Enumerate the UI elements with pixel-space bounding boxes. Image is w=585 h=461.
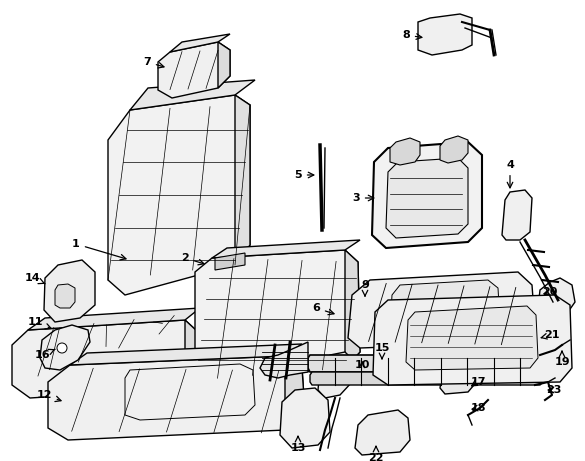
Text: 3: 3: [352, 193, 374, 203]
Polygon shape: [280, 388, 330, 448]
Polygon shape: [552, 344, 570, 362]
Polygon shape: [440, 368, 474, 394]
Polygon shape: [235, 95, 250, 265]
Text: 18: 18: [470, 403, 486, 413]
Polygon shape: [158, 42, 230, 98]
Polygon shape: [218, 42, 230, 88]
Text: 10: 10: [355, 360, 370, 370]
Polygon shape: [44, 260, 95, 322]
Polygon shape: [285, 356, 305, 430]
Polygon shape: [265, 296, 315, 310]
Polygon shape: [440, 136, 468, 163]
Text: 6: 6: [312, 303, 334, 315]
Polygon shape: [372, 142, 482, 248]
Polygon shape: [373, 295, 572, 385]
Polygon shape: [308, 355, 545, 372]
Polygon shape: [215, 253, 245, 270]
Polygon shape: [40, 325, 90, 370]
Polygon shape: [12, 320, 200, 398]
Text: 12: 12: [36, 390, 61, 402]
Text: 20: 20: [542, 287, 558, 297]
Text: 19: 19: [554, 351, 570, 367]
Polygon shape: [538, 278, 575, 315]
Polygon shape: [185, 320, 200, 388]
Text: 14: 14: [24, 273, 45, 284]
Polygon shape: [502, 190, 532, 240]
Polygon shape: [28, 308, 200, 330]
Polygon shape: [348, 272, 535, 348]
Text: 22: 22: [368, 446, 384, 461]
Text: 4: 4: [506, 160, 514, 188]
Text: 5: 5: [294, 170, 314, 180]
Polygon shape: [195, 250, 360, 380]
Polygon shape: [55, 284, 75, 308]
Polygon shape: [390, 138, 420, 165]
Polygon shape: [108, 95, 250, 295]
Text: 7: 7: [143, 57, 164, 68]
Polygon shape: [260, 342, 308, 378]
Text: 1: 1: [72, 239, 126, 260]
Circle shape: [57, 343, 67, 353]
Text: 21: 21: [541, 330, 560, 340]
Text: 2: 2: [181, 253, 204, 265]
Polygon shape: [318, 352, 355, 398]
Polygon shape: [390, 280, 500, 338]
Polygon shape: [386, 158, 468, 238]
Text: 9: 9: [361, 280, 369, 296]
Polygon shape: [345, 250, 360, 368]
Text: 16: 16: [34, 349, 55, 360]
Polygon shape: [255, 304, 315, 345]
Text: 8: 8: [402, 30, 422, 40]
Polygon shape: [48, 356, 305, 440]
Polygon shape: [406, 306, 538, 370]
Polygon shape: [130, 80, 255, 110]
Polygon shape: [170, 34, 230, 52]
Text: 11: 11: [27, 317, 51, 329]
Text: 15: 15: [374, 343, 390, 359]
Text: 13: 13: [290, 437, 306, 453]
Text: 17: 17: [470, 377, 486, 387]
Polygon shape: [70, 344, 302, 365]
Polygon shape: [355, 410, 410, 455]
Polygon shape: [212, 240, 360, 258]
Text: 23: 23: [546, 385, 562, 395]
Polygon shape: [310, 372, 543, 385]
Polygon shape: [418, 14, 472, 55]
